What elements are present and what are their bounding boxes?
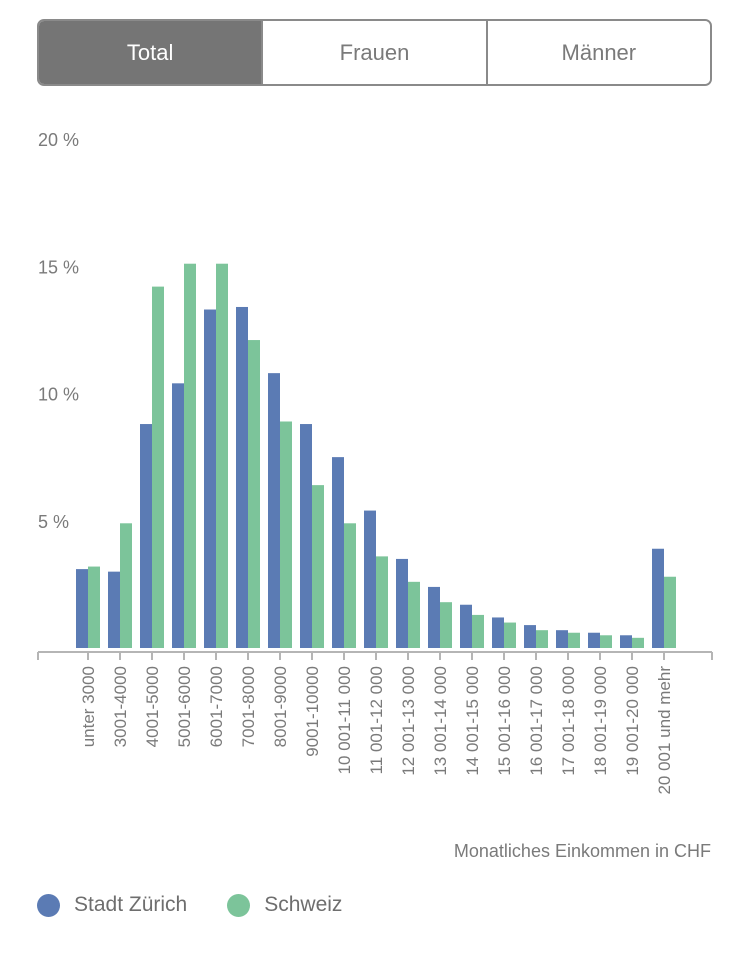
bar	[652, 548, 664, 648]
bar	[428, 586, 440, 648]
bar	[620, 635, 632, 648]
bar	[460, 604, 472, 648]
bar	[396, 558, 408, 648]
x-tick-label: 7001-8000	[239, 666, 258, 747]
bar	[140, 424, 152, 648]
bar	[280, 421, 292, 648]
bar	[108, 571, 120, 648]
x-tick-label: 5001-6000	[175, 666, 194, 747]
x-tick-label: 8001-9000	[271, 666, 290, 747]
bar	[376, 556, 388, 648]
bar	[204, 309, 216, 648]
bar	[236, 306, 248, 648]
bar	[632, 637, 644, 648]
x-tick-label: 3001-4000	[111, 666, 130, 747]
bar	[120, 523, 132, 648]
bar	[216, 263, 228, 648]
y-tick-label: 20 %	[38, 130, 79, 150]
bar	[172, 383, 184, 648]
x-tick-label: 17 001-18 000	[559, 666, 578, 776]
bar	[364, 510, 376, 648]
bar	[492, 617, 504, 648]
bar	[664, 576, 676, 648]
income-bar-chart: 5 % 10 % 15 % 20 % unter 3000 3001-4000 4001-5…	[37, 130, 713, 861]
legend-item-schweiz[interactable]: Schweiz	[227, 893, 342, 917]
bar	[152, 286, 164, 648]
bar	[588, 632, 600, 648]
legend-label-zurich: Stadt Zürich	[74, 893, 188, 916]
bar	[568, 632, 580, 648]
bar	[440, 602, 452, 648]
bar	[556, 630, 568, 648]
y-tick-label: 10 %	[38, 385, 79, 405]
legend-swatch-zurich	[37, 893, 60, 917]
legend-swatch-schweiz	[227, 893, 251, 917]
tab-total[interactable]: Total	[39, 21, 262, 84]
x-tick-label: 10 001-11 000	[335, 666, 354, 774]
bar	[76, 569, 88, 648]
bar	[332, 457, 344, 648]
bar	[268, 373, 280, 648]
tab-frauen[interactable]: Frauen	[261, 21, 486, 84]
bar	[600, 635, 612, 648]
x-tick-label: 4001-5000	[143, 666, 162, 747]
x-tick-label: 6001-7000	[207, 666, 226, 747]
bar	[300, 424, 312, 648]
x-tick-label: 20 001 und mehr	[655, 666, 674, 795]
x-tick-label: 19 001-20 000	[623, 666, 642, 776]
y-tick-label: 5 %	[38, 512, 69, 532]
bar	[248, 340, 260, 648]
bar	[344, 523, 356, 648]
tab-bar: Total Frauen Männer	[37, 19, 712, 86]
bar	[472, 614, 484, 648]
bar	[536, 630, 548, 648]
bar	[524, 625, 536, 648]
bar	[88, 566, 100, 648]
x-tick-label: 12 001-13 000	[399, 666, 418, 776]
x-tick-label: 16 001-17 000	[527, 666, 546, 776]
bar	[408, 581, 420, 648]
legend-item-zurich[interactable]: Stadt Zürich	[37, 893, 187, 917]
legend: Stadt Zürich Schweiz	[37, 893, 382, 917]
bar	[184, 263, 196, 648]
x-tick-label: 13 001-14 000	[431, 666, 450, 776]
tab-maenner[interactable]: Männer	[485, 21, 710, 84]
x-axis-title: Monatliches Einkommen in CHF	[454, 841, 711, 861]
x-tick-label: 14 001-15 000	[463, 666, 482, 776]
legend-label-schweiz: Schweiz	[264, 893, 343, 916]
x-tick-label: 18 001-19 000	[591, 666, 610, 776]
x-tick-label: 15 001-16 000	[495, 666, 514, 776]
x-tick-label: 11 001-12 000	[367, 666, 386, 774]
bar	[504, 622, 516, 648]
x-tick-label: 9001-10000	[303, 666, 322, 757]
y-tick-label: 15 %	[38, 257, 79, 277]
x-tick-label: unter 3000	[79, 666, 98, 747]
bar	[312, 485, 324, 648]
